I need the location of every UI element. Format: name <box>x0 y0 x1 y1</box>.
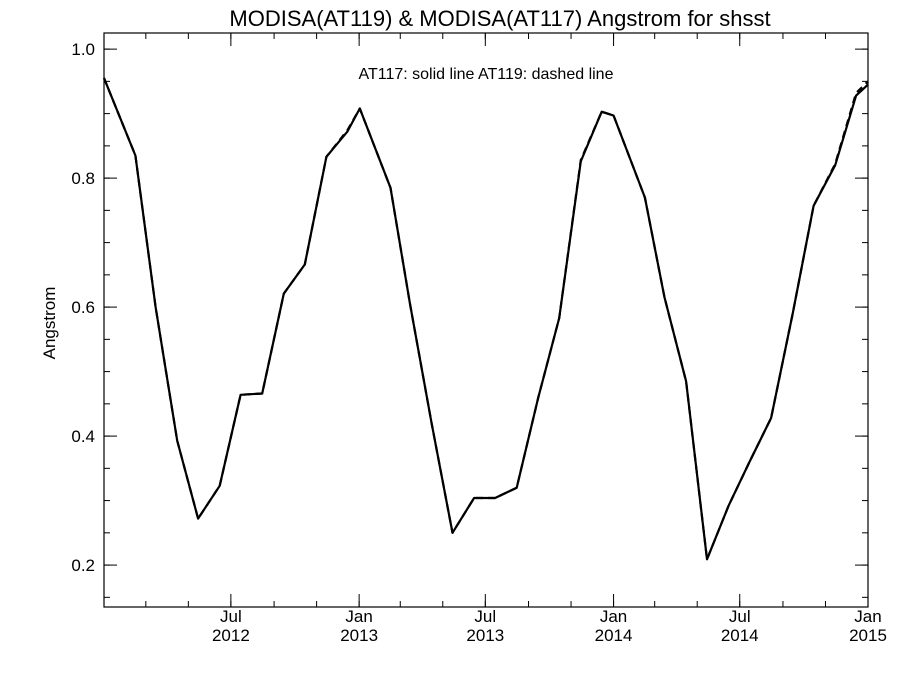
plot-frame <box>103 32 869 608</box>
x-tick-year: 2012 <box>212 626 250 645</box>
y-tick-label: 0.6 <box>71 298 95 317</box>
y-tick-label: 1.0 <box>71 40 95 59</box>
x-tick-month: Jul <box>474 607 496 626</box>
x-tick-year: 2013 <box>466 626 504 645</box>
x-tick-month: Jan <box>854 607 881 626</box>
x-tick-month: Jul <box>729 607 751 626</box>
legend-annotation: AT117: solid line AT119: dashed line <box>359 66 614 83</box>
chart-title: MODISA(AT119) & MODISA(AT117) Angstrom f… <box>229 6 770 31</box>
series-group <box>102 77 869 561</box>
series-line-at117 <box>102 77 869 561</box>
x-tick-year: 2013 <box>340 626 378 645</box>
x-tick-year: 2014 <box>595 626 633 645</box>
y-tick-label: 0.8 <box>71 169 95 188</box>
x-tick-month: Jan <box>600 607 627 626</box>
axis-ticks <box>103 33 869 607</box>
x-tick-year: 2014 <box>721 626 759 645</box>
x-tick-month: Jan <box>345 607 372 626</box>
tick-labels: 0.20.40.60.81.0Jul2012Jan2013Jul2013Jan2… <box>71 40 887 645</box>
x-tick-year: 2015 <box>849 626 887 645</box>
y-tick-label: 0.2 <box>71 556 95 575</box>
x-tick-month: Jul <box>220 607 242 626</box>
y-tick-label: 0.4 <box>71 427 95 446</box>
y-axis-label: Angstrom <box>40 287 59 360</box>
